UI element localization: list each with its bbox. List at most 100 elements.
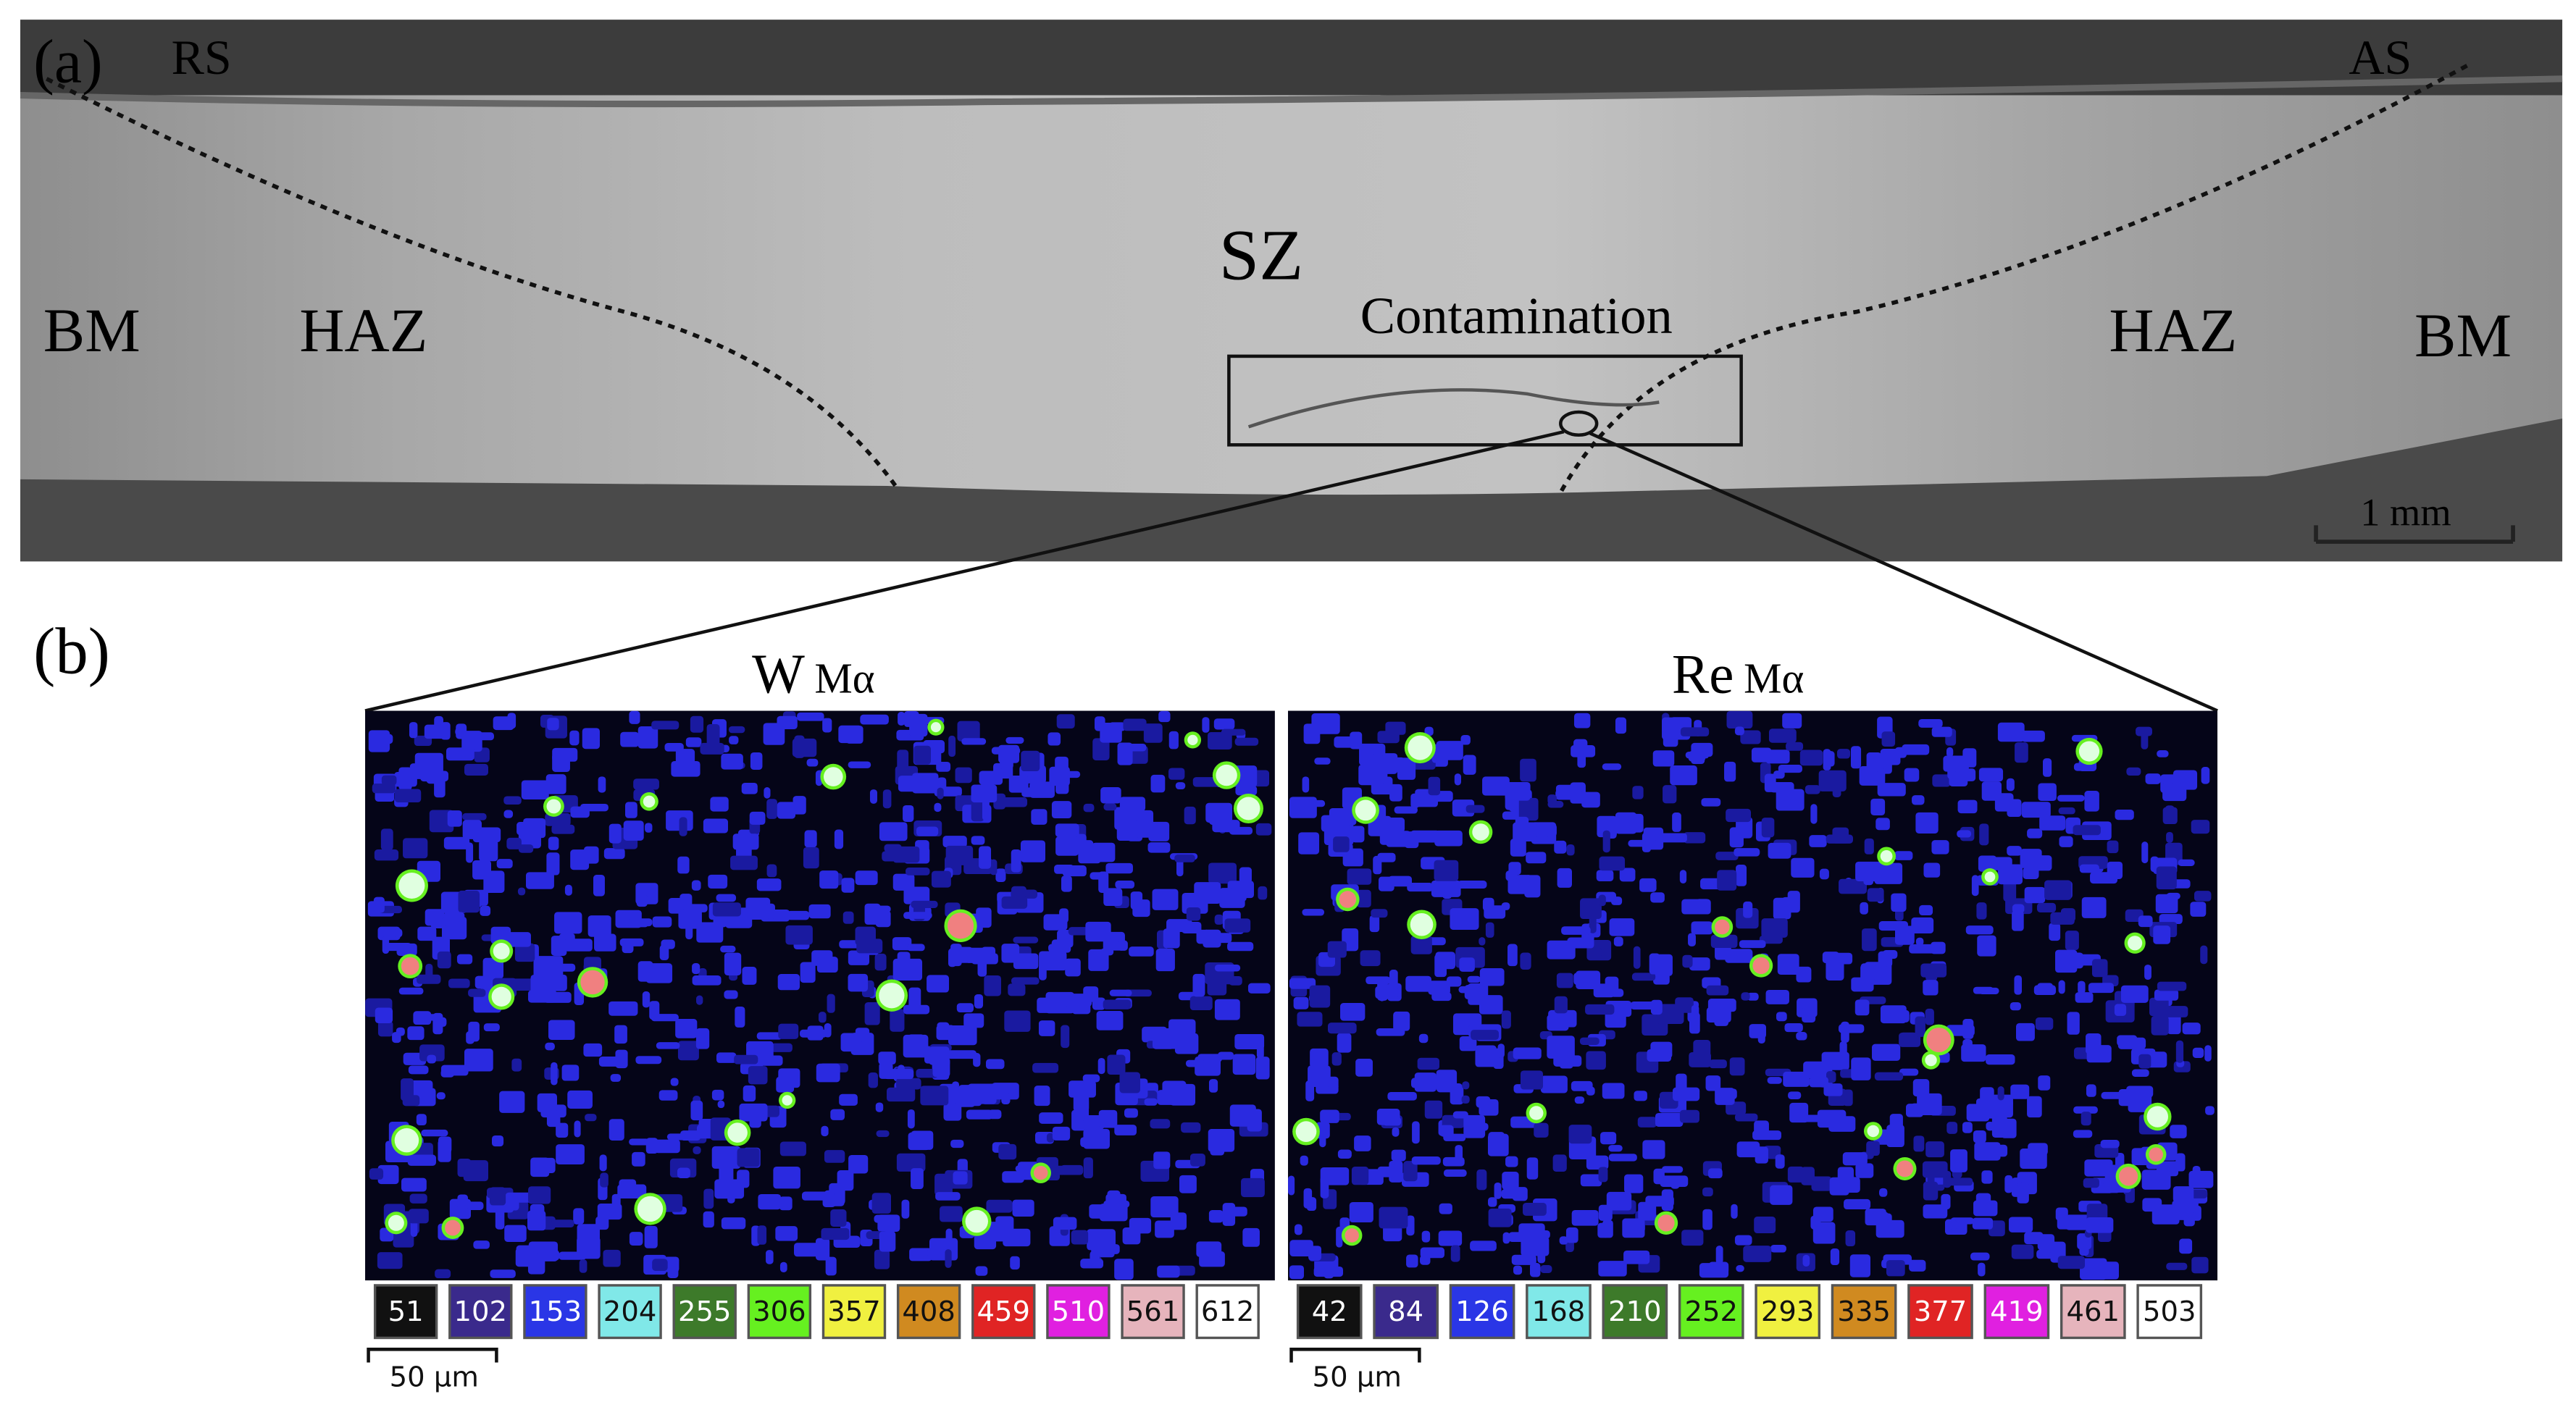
signal bbox=[1434, 954, 1447, 978]
signal bbox=[1787, 1166, 1805, 1183]
signal bbox=[527, 1256, 545, 1275]
signal bbox=[871, 1193, 892, 1214]
signal bbox=[1438, 1230, 1463, 1246]
signal bbox=[1255, 1057, 1270, 1080]
label-as: AS bbox=[2349, 30, 2412, 85]
signal bbox=[1752, 1130, 1781, 1141]
signal bbox=[595, 1216, 609, 1230]
signal bbox=[1784, 1023, 1803, 1033]
signal bbox=[1407, 882, 1434, 892]
signal bbox=[409, 763, 428, 779]
signal bbox=[1650, 892, 1665, 903]
signal bbox=[2027, 1096, 2042, 1118]
signal bbox=[908, 1132, 930, 1151]
signal bbox=[1239, 867, 1252, 883]
signal bbox=[1875, 818, 1890, 831]
signal bbox=[1520, 1070, 1544, 1090]
signal bbox=[1683, 832, 1706, 844]
color-swatch bbox=[1296, 1284, 1363, 1340]
signal bbox=[749, 1118, 761, 1128]
signal bbox=[1387, 1091, 1417, 1101]
signal bbox=[546, 852, 560, 876]
signal bbox=[2058, 807, 2075, 815]
signal bbox=[1513, 1265, 1523, 1275]
signal bbox=[622, 941, 634, 954]
signal bbox=[2055, 949, 2078, 973]
signal bbox=[1463, 1114, 1486, 1138]
signal bbox=[533, 956, 564, 979]
signal bbox=[758, 1193, 782, 1210]
signal bbox=[1153, 1151, 1171, 1170]
signal bbox=[656, 1042, 680, 1049]
signal bbox=[1915, 812, 1939, 834]
signal bbox=[1309, 985, 1331, 1008]
signal bbox=[1071, 1230, 1089, 1245]
signal bbox=[1919, 904, 1933, 916]
signal bbox=[979, 846, 992, 869]
signal bbox=[1791, 857, 1815, 878]
signal bbox=[1289, 797, 1317, 818]
signal bbox=[779, 1261, 787, 1272]
signal bbox=[1021, 750, 1040, 772]
signal bbox=[1227, 941, 1254, 952]
signal bbox=[898, 776, 924, 792]
signal bbox=[1777, 954, 1799, 975]
signal bbox=[2021, 802, 2051, 818]
signal bbox=[1388, 876, 1413, 887]
signal bbox=[1809, 835, 1827, 847]
signal bbox=[2157, 981, 2187, 991]
signal bbox=[664, 743, 684, 752]
signal bbox=[2114, 1004, 2127, 1016]
map-title: W Mα bbox=[752, 643, 875, 705]
signal bbox=[1082, 1098, 1090, 1121]
signal bbox=[721, 1217, 746, 1230]
hotspot bbox=[1897, 1160, 1913, 1177]
signal bbox=[1377, 852, 1396, 862]
signal bbox=[603, 1249, 621, 1267]
signal bbox=[775, 1226, 798, 1241]
signal bbox=[929, 1046, 950, 1065]
signal bbox=[377, 926, 401, 941]
signal bbox=[2024, 1232, 2044, 1245]
signal bbox=[1844, 1198, 1871, 1210]
signal bbox=[1002, 1171, 1024, 1183]
signal bbox=[1909, 944, 1938, 954]
signal bbox=[2010, 1084, 2030, 1099]
signal bbox=[458, 890, 480, 913]
signal bbox=[551, 1062, 558, 1086]
signal bbox=[1672, 813, 1681, 832]
signal bbox=[991, 747, 1021, 755]
signal bbox=[1501, 902, 1510, 910]
signal bbox=[1011, 849, 1021, 873]
signal bbox=[1534, 1122, 1549, 1138]
signal bbox=[1803, 1061, 1825, 1079]
signal bbox=[742, 966, 757, 985]
signal bbox=[947, 1050, 977, 1059]
signal bbox=[2107, 861, 2123, 880]
hotspot bbox=[1715, 919, 1730, 935]
signal bbox=[1323, 1269, 1334, 1279]
signal bbox=[757, 1225, 767, 1245]
signal bbox=[462, 813, 487, 820]
signal bbox=[1144, 1098, 1158, 1106]
signal bbox=[1920, 963, 1947, 978]
signal bbox=[848, 973, 869, 992]
signal bbox=[1314, 757, 1331, 765]
signal bbox=[1826, 834, 1853, 844]
signal bbox=[982, 797, 990, 821]
signal bbox=[1613, 936, 1623, 946]
signal bbox=[493, 716, 514, 731]
signal bbox=[525, 872, 554, 889]
signal bbox=[848, 761, 871, 768]
signal bbox=[991, 1083, 1019, 1100]
signal bbox=[1979, 823, 1989, 846]
signal bbox=[777, 802, 796, 819]
signal bbox=[490, 1269, 516, 1278]
signal bbox=[609, 1119, 624, 1141]
signal bbox=[1922, 1161, 1948, 1178]
signal bbox=[2151, 1204, 2180, 1225]
signal bbox=[1645, 1196, 1674, 1207]
signal bbox=[517, 887, 526, 896]
signal bbox=[1377, 1166, 1402, 1177]
signal bbox=[896, 1153, 926, 1172]
